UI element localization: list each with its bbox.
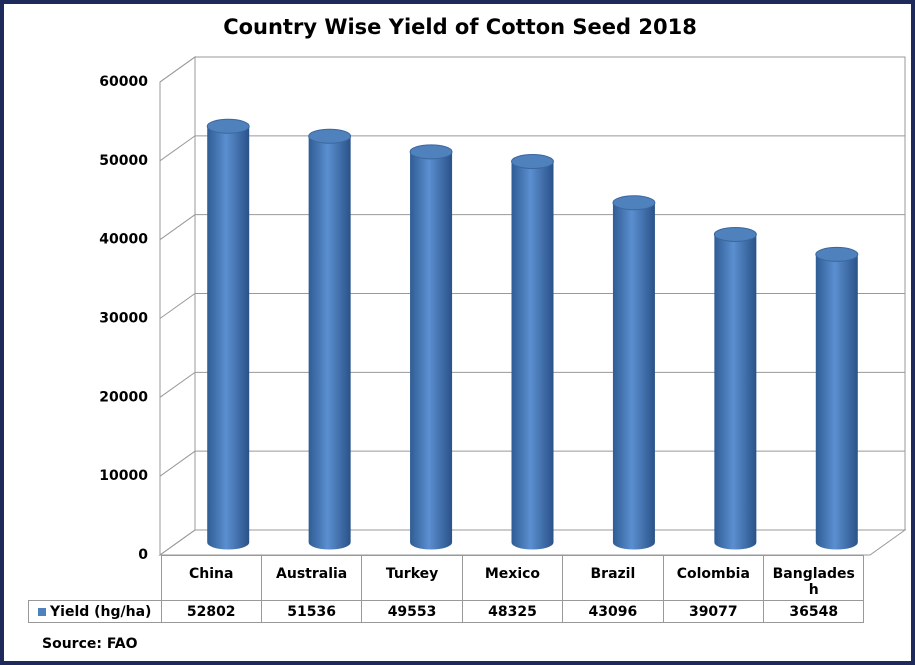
y-tick-label: 20000 (99, 389, 148, 405)
x-tick-label: China (160, 555, 262, 601)
bar (207, 119, 250, 550)
x-tick-label: Brazil (562, 555, 664, 601)
x-tick-label: Australia (260, 555, 363, 601)
bar-top (612, 195, 656, 211)
chart-title: Country Wise Yield of Cotton Seed 2018 (223, 15, 697, 39)
bar (815, 247, 858, 550)
y-tick-label: 0 (138, 547, 148, 563)
bar (410, 144, 453, 550)
x-tick-label: Turkey (361, 555, 463, 601)
legend-label: Yield (hg/ha) (50, 603, 152, 620)
grid-line (159, 371, 905, 398)
bar-top (206, 118, 250, 134)
grid-line (159, 293, 905, 319)
x-tick-label: Colombia (662, 555, 765, 601)
y-tick-label: 40000 (99, 232, 148, 248)
bar-top (308, 128, 352, 144)
chart: Country Wise Yield of Cotton Seed 2018 0… (99, 15, 907, 563)
y-tick-label: 50000 (99, 153, 148, 169)
value-cell: 36548 (763, 600, 865, 623)
x-tick-label: Bangladesh (763, 555, 865, 601)
value-cell: 51536 (260, 600, 363, 623)
x-tick-label: Mexico (461, 555, 564, 601)
value-cell: 48325 (461, 600, 564, 623)
value-cell: 43096 (562, 600, 664, 623)
legend-key (38, 607, 47, 616)
bar-top (815, 246, 859, 262)
y-tick-label: 30000 (99, 311, 148, 327)
bar (714, 227, 757, 550)
y-tick-label: 10000 (99, 468, 148, 484)
source-note: Source: FAO (42, 636, 138, 652)
bar (612, 195, 655, 550)
bar-top (511, 154, 554, 170)
corner-cell (28, 555, 162, 601)
value-cell: 52802 (160, 600, 262, 623)
bar (308, 129, 351, 550)
grid-line (159, 135, 905, 162)
legend-cell: Yield (hg/ha) (28, 600, 162, 623)
grid-line (159, 450, 905, 477)
grid-line (159, 529, 905, 556)
grid-line (159, 56, 905, 83)
bar-top (713, 226, 757, 242)
bar-top (409, 144, 453, 160)
value-cell: 39077 (662, 600, 765, 623)
value-cell: 49553 (361, 600, 463, 623)
grid-line (159, 214, 905, 241)
bar (511, 154, 554, 550)
y-tick-label: 60000 (99, 74, 148, 90)
data-table: China Australia Turkey Mexico Brazil Colombia… (28, 555, 865, 623)
